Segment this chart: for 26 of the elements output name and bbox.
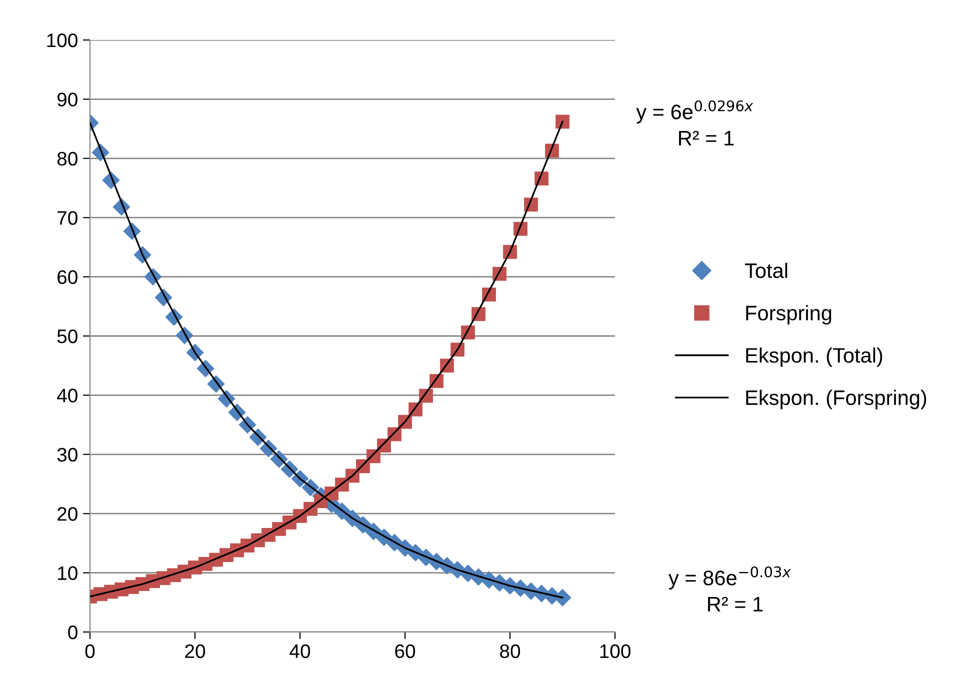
- y-tick-label: 10: [58, 566, 78, 580]
- legend-label: Total: [744, 262, 788, 278]
- y-tick-label: 70: [58, 211, 78, 225]
- legend-label: Ekspon. (Forspring): [746, 390, 926, 410]
- y-tick-label: 20: [58, 507, 78, 521]
- y-tick-label: 100: [47, 33, 78, 48]
- x-tick-label: 100: [600, 644, 630, 658]
- text: R² = 1: [708, 596, 763, 612]
- legend-label: Ekspon. (Total): [746, 347, 882, 367]
- y-tick-label: 50: [57, 329, 78, 344]
- x-tick-label: 60: [395, 644, 416, 658]
- x-tick-label: 0: [85, 644, 95, 658]
- y-tick-label: 90: [57, 92, 78, 106]
- text: y = 6e$^{0.0296x}$: [636, 100, 754, 124]
- y-tick-label: 80: [57, 152, 78, 166]
- x-tick-label: 20: [185, 644, 206, 658]
- x-tick-label: 80: [500, 644, 520, 658]
- y-tick-label: 0: [68, 625, 78, 640]
- y-tick-label: 60: [58, 270, 78, 284]
- text: y = 86e$^{−0.03x}$: [668, 566, 791, 590]
- y-tick-label: 40: [57, 388, 78, 402]
- y-tick-label: 30: [57, 448, 78, 462]
- legend-label: Forspring: [746, 305, 832, 325]
- point: [556, 114, 570, 129]
- x-tick-label: 40: [290, 644, 310, 658]
- text: R² = 1: [679, 130, 734, 146]
